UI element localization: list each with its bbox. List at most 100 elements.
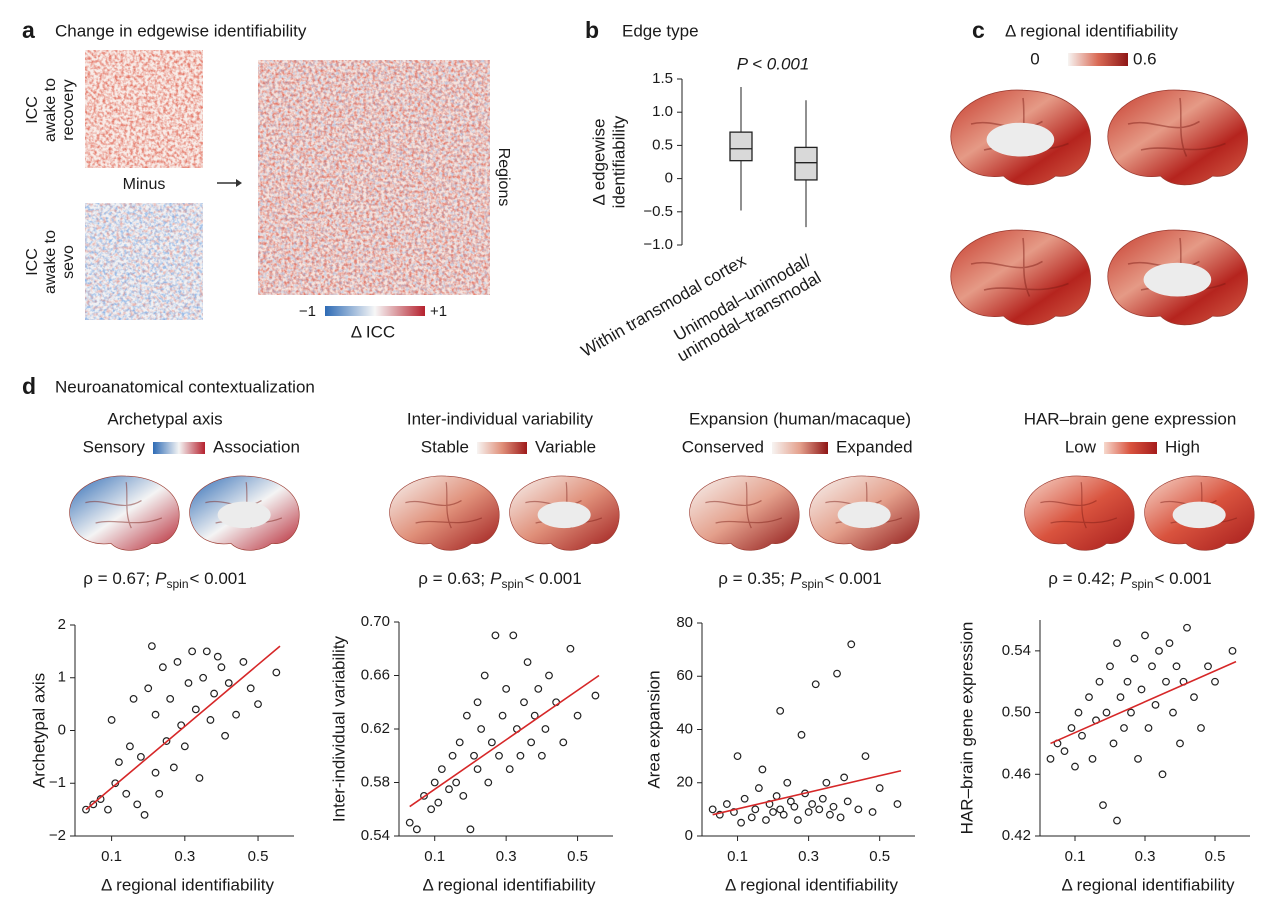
point: [1060, 747, 1069, 756]
y-tick-label: 0.46: [1002, 765, 1031, 782]
point: [1074, 708, 1083, 717]
point: [1067, 724, 1076, 732]
axis-label: Regions: [495, 148, 512, 207]
sulcus: [85, 482, 163, 529]
arrow: [217, 179, 242, 187]
heatmap-sevo: [85, 203, 203, 320]
point: [523, 658, 532, 667]
point: [786, 797, 795, 806]
point: [790, 802, 799, 811]
point: [509, 631, 518, 640]
point: [762, 816, 770, 824]
point: [516, 751, 525, 760]
sulcus: [705, 482, 783, 529]
point: [1144, 724, 1153, 732]
stat-rho: ρ = 0.42;: [1048, 569, 1115, 588]
point: [1120, 724, 1128, 732]
panel-title: Change in edgewise identifiability: [55, 21, 307, 40]
legend-label: Association: [213, 437, 300, 456]
point: [1183, 623, 1191, 632]
point: [484, 778, 493, 787]
point: [1151, 700, 1160, 709]
sulcus: [1127, 97, 1226, 157]
brain-surface: [69, 475, 180, 551]
point: [462, 711, 471, 720]
point: [520, 698, 528, 707]
point: [829, 802, 838, 811]
point: [1190, 693, 1198, 702]
point: [740, 794, 749, 803]
fit-line: [409, 674, 600, 808]
point: [158, 663, 167, 672]
x-tick-label: 0.3: [1135, 848, 1156, 865]
colorbar: [1068, 53, 1128, 66]
point: [1088, 754, 1097, 763]
point: [573, 711, 582, 720]
point: [470, 751, 478, 760]
point: [151, 710, 160, 719]
point: [126, 742, 134, 751]
point: [566, 644, 575, 653]
point: [111, 779, 120, 788]
point: [1123, 677, 1132, 686]
stat-text: ρ = 0.35; Pspin< 0.001: [718, 569, 881, 591]
x-tick-label: 0.3: [496, 848, 517, 865]
brain-maps: [950, 89, 1248, 326]
point: [155, 789, 164, 798]
point: [217, 663, 226, 672]
point: [1211, 677, 1219, 686]
y-tick-label: 0.54: [361, 827, 390, 844]
point: [815, 805, 824, 814]
y-tick-label: 0: [665, 170, 673, 187]
point: [1113, 816, 1121, 825]
point: [452, 778, 461, 787]
brain-surface: [1024, 475, 1135, 551]
brain: [950, 229, 1091, 326]
y-tick-label: 80: [676, 614, 693, 631]
medial-wall: [1143, 262, 1212, 297]
legend-label: Conserved: [682, 437, 764, 456]
point: [1197, 724, 1205, 732]
point: [1046, 754, 1055, 763]
panel-label: c: [972, 17, 985, 43]
medial-wall: [217, 501, 271, 529]
legend-label: High: [1165, 437, 1200, 456]
y-tick-label: −0.5: [643, 203, 673, 220]
colorbar-label: 0: [1030, 49, 1039, 68]
point: [833, 669, 841, 678]
point: [1148, 662, 1156, 671]
point: [822, 778, 831, 787]
point: [151, 768, 160, 777]
point: [272, 668, 281, 677]
x-tick-label: 0.3: [174, 848, 195, 865]
y-tick-label: 1.5: [652, 70, 673, 87]
y-tick-label: 0.58: [361, 773, 390, 790]
point: [495, 751, 503, 760]
point: [854, 805, 863, 814]
y-tick-label: 0.5: [652, 136, 673, 153]
point: [195, 774, 204, 782]
point: [115, 758, 123, 767]
y-axis-label: Archetypal axis: [29, 673, 48, 788]
stat-value: < 0.001: [190, 569, 247, 588]
point: [445, 785, 453, 794]
point: [133, 800, 142, 809]
point: [173, 658, 182, 666]
point: [794, 816, 802, 824]
stat-value: < 0.001: [525, 569, 582, 588]
point: [1162, 677, 1170, 686]
y-tick-label: 1: [58, 669, 66, 686]
point: [530, 711, 539, 720]
brain-surface: [950, 229, 1091, 326]
box: [794, 146, 818, 181]
point: [1172, 662, 1181, 671]
stat-p: P: [490, 569, 502, 588]
x-axis-label: Δ regional identifiability: [725, 875, 898, 894]
point: [502, 684, 511, 693]
point: [1204, 662, 1212, 671]
legend-label: Low: [1065, 437, 1097, 456]
point: [254, 700, 262, 709]
x-tick-label: 0.5: [869, 848, 890, 865]
point: [107, 716, 116, 724]
panel-title: Neuroanatomical contextualization: [55, 377, 315, 396]
